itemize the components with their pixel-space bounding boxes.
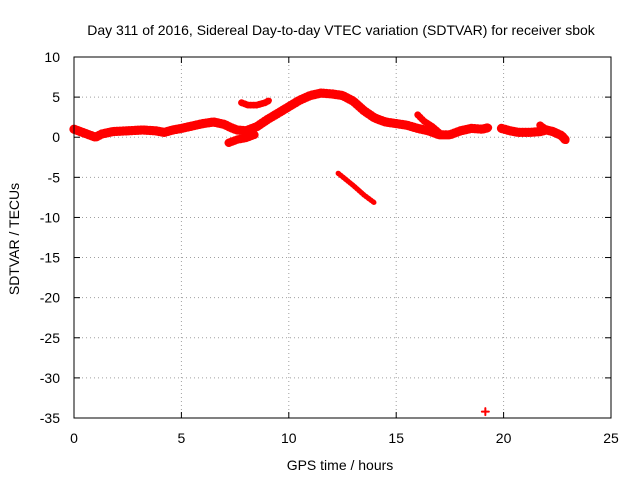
y-tick-label: -10 xyxy=(40,209,60,225)
series-scatter-edge xyxy=(536,121,553,135)
x-axis-label: GPS time / hours xyxy=(287,457,394,473)
y-tick-label: -30 xyxy=(40,370,60,386)
chart-title: Day 311 of 2016, Sidereal Day-to-day VTE… xyxy=(87,22,596,38)
series-sbok-tail xyxy=(496,123,571,145)
series-sbok-branch-right xyxy=(536,121,553,135)
y-tick-label: -5 xyxy=(48,169,61,185)
y-tick-label: -35 xyxy=(40,410,60,426)
series-sbok-outlier xyxy=(480,407,490,417)
y-tick-label: -15 xyxy=(40,250,60,266)
x-tick-label: 10 xyxy=(281,430,297,446)
x-tick-label: 15 xyxy=(388,430,404,446)
series-scatter-edge xyxy=(496,123,571,145)
y-tick-label: 5 xyxy=(52,89,60,105)
x-tick-label: 25 xyxy=(603,430,619,446)
y-axis-label: SDTVAR / TECUs xyxy=(6,183,22,295)
data-point xyxy=(480,407,490,417)
series-sbok-branch-low xyxy=(224,130,259,147)
series-sbok-branch-mid xyxy=(414,111,443,136)
x-tick-label: 5 xyxy=(178,430,186,446)
series-scatter-edge xyxy=(238,96,273,109)
axis-ticks xyxy=(73,56,612,419)
y-tick-label: -20 xyxy=(40,290,60,306)
x-tick-labels: 0 5 10 15 20 25 xyxy=(70,430,619,446)
plot-frame xyxy=(73,56,612,419)
series-scatter-edge xyxy=(224,130,259,147)
y-tick-label: 10 xyxy=(44,49,60,65)
y-tick-label: -25 xyxy=(40,330,60,346)
x-tick-label: 20 xyxy=(496,430,512,446)
series-sbok-main xyxy=(69,88,494,142)
y-tick-labels: 10 5 0 -5 -10 -15 -20 -25 -30 -35 xyxy=(40,49,60,426)
data-series xyxy=(69,88,571,417)
series-scatter-edge xyxy=(69,88,494,142)
series-sbok-branch-high xyxy=(238,96,273,109)
series-scatter-edge xyxy=(414,111,443,136)
x-tick-label: 0 xyxy=(70,430,78,446)
series-scatter-edge xyxy=(335,170,378,206)
series-sbok-descending xyxy=(335,170,378,206)
y-tick-label: 0 xyxy=(52,129,60,145)
